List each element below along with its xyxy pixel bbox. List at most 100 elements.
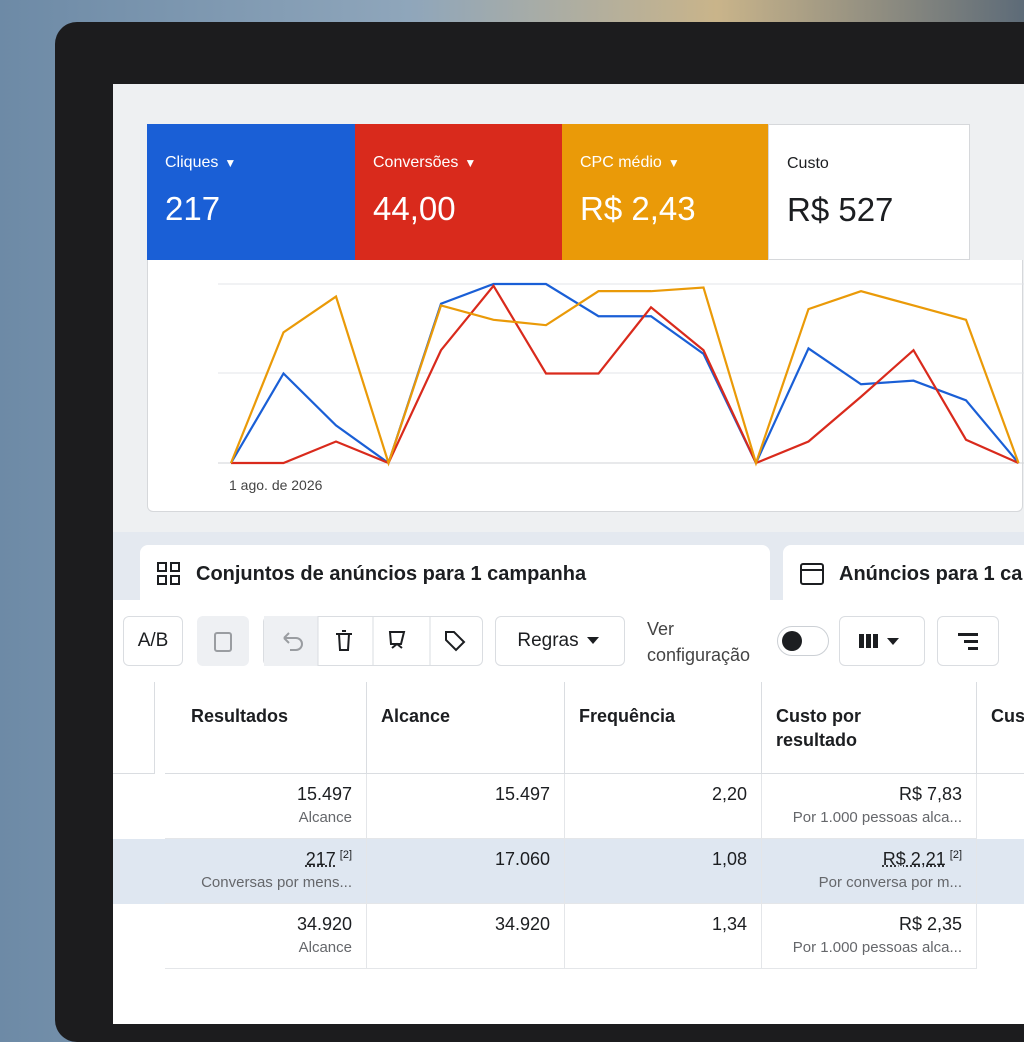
card-value: 44,00 [373, 190, 456, 227]
cell-sub: Conversas por mens... [201, 874, 352, 891]
cell-line: 15.497 [381, 784, 550, 805]
table-cell: R$ 7,83 Por 1.000 pessoas alca... [762, 774, 977, 839]
card-value: R$ 527 [787, 191, 894, 228]
action-group [263, 616, 483, 666]
column-header [113, 682, 155, 774]
cell-value: 1,08 [711, 849, 747, 869]
cell-sub: Por 1.000 pessoas alca... [792, 809, 962, 826]
cell-value: 34.920 [494, 914, 550, 934]
duplicate-button[interactable] [197, 616, 249, 666]
header-label: Custo por resultado [776, 706, 861, 750]
x-tick-label: 1 ago. de 2026 [229, 477, 323, 493]
header-label: Alcance [381, 706, 451, 726]
cell-line: 2,20 [579, 784, 747, 805]
cell-value: 217 [305, 849, 336, 869]
caret: ▼ [224, 156, 237, 170]
button-label: Regras [517, 630, 579, 651]
caret: ▼ [464, 156, 477, 170]
metric-card: Custo R$ 527 [768, 124, 970, 260]
header-label: Resultados [191, 706, 289, 726]
cell-value: R$ 2,21 [882, 849, 946, 869]
header-label: Frequência [579, 706, 676, 726]
ad-icon [800, 563, 824, 585]
column-header: Cus [977, 682, 1024, 774]
cell-line: 34.920 [179, 914, 352, 935]
table-cell: 2,20 [565, 774, 762, 839]
table-cell: R$ 2,21 [2] Por conversa por m... [762, 839, 977, 904]
metric-card: CPC médio ▼ R$ 2,43 [562, 124, 768, 260]
cell-line: R$ 2,35 [776, 914, 962, 935]
ab-button[interactable]: A/B [123, 616, 183, 666]
footnote: [2] [339, 849, 352, 861]
cell-value: 17.060 [494, 849, 550, 869]
card-label: Conversões [373, 154, 459, 171]
toggle[interactable] [777, 626, 829, 656]
table-cell: 17.060 [367, 839, 565, 904]
table-cell: 1,34 [565, 904, 762, 969]
cell-line: 1,08 [579, 849, 747, 870]
card-label: CPC médio [580, 154, 662, 171]
table-cell: 34.920 [367, 904, 565, 969]
table-cell: 15.497 Alcance [165, 774, 367, 839]
columns-icon [859, 634, 899, 648]
chart: 1 ago. de 2026 [218, 282, 1024, 493]
table-cell: 217 [2] Conversas por mens... [165, 839, 367, 904]
columns-button[interactable] [839, 616, 925, 666]
cell-value: 1,34 [711, 914, 747, 934]
tab[interactable]: Anúncios para 1 ca [783, 545, 1024, 605]
cell-value: 2,20 [711, 784, 747, 804]
cell-line: 34.920 [381, 914, 550, 935]
cell-line: R$ 2,21 [2] [776, 849, 962, 870]
cell-line: 17.060 [381, 849, 550, 870]
table-cell: 15.497 [367, 774, 565, 839]
cell-line: 15.497 [179, 784, 352, 805]
cell-sub: Alcance [298, 939, 352, 956]
clipboard-icon [214, 632, 232, 652]
rules-button[interactable]: Regras [495, 616, 625, 666]
metric-card: Cliques ▼ 217 [147, 124, 355, 260]
data-table: Resultados Alcance Frequência Custo por res… [113, 682, 1024, 1024]
card-label: Custo [787, 155, 829, 172]
card-value: R$ 2,43 [580, 190, 696, 227]
tab-label: Anúncios para 1 ca [839, 563, 1023, 585]
table-cell: R$ 2,35 Por 1.000 pessoas alca... [762, 904, 977, 969]
toggle-knob [782, 631, 802, 651]
breakdown-button[interactable] [937, 616, 999, 666]
series-line [231, 283, 1019, 465]
column-header: Custo por resultado [762, 682, 977, 774]
table-cell: 34.920 Alcance [165, 904, 367, 969]
column-header: Alcance [367, 682, 565, 774]
row-highlight [113, 839, 1024, 904]
metric-card: Conversões ▼ 44,00 [355, 124, 562, 260]
column-header: Resultados [165, 682, 367, 774]
column-header: Frequência [565, 682, 762, 774]
cell-value: 15.497 [494, 784, 550, 804]
breakdown-icon [958, 633, 978, 650]
card-label: Cliques [165, 154, 219, 171]
cell-value: R$ 7,83 [898, 784, 962, 804]
cell-sub: Por conversa por m... [818, 874, 962, 891]
table-cell: 1,08 [565, 839, 762, 904]
button-label: A/B [137, 630, 169, 651]
chart-panel: 1 ago. de 2026 [147, 260, 1024, 512]
cell-line: R$ 7,83 [776, 784, 962, 805]
series-line [230, 282, 1020, 466]
caret: ▼ [667, 156, 680, 170]
series-line [229, 286, 1020, 467]
footnote: [2] [949, 849, 962, 861]
view-label: Ver configuração [647, 619, 751, 665]
tab-label: Conjuntos de anúncios para 1 campanha [196, 563, 587, 585]
tab[interactable]: Conjuntos de anúncios para 1 campanha [140, 545, 770, 605]
grid-icon [157, 562, 180, 585]
header-label: Cus [991, 706, 1024, 726]
cell-line: 217 [2] [179, 849, 352, 870]
card-value: 217 [165, 190, 221, 227]
cell-value: R$ 2,35 [898, 914, 962, 934]
cell-value: 34.920 [296, 914, 352, 934]
screen: Cliques ▼ 217 Conversões ▼ 44,00 CPC médio ▼ R$ … [113, 84, 1024, 1024]
cell-sub: Por 1.000 pessoas alca... [792, 939, 962, 956]
cell-line: 1,34 [579, 914, 747, 935]
cell-value: 15.497 [296, 784, 352, 804]
action-icons [264, 616, 466, 666]
